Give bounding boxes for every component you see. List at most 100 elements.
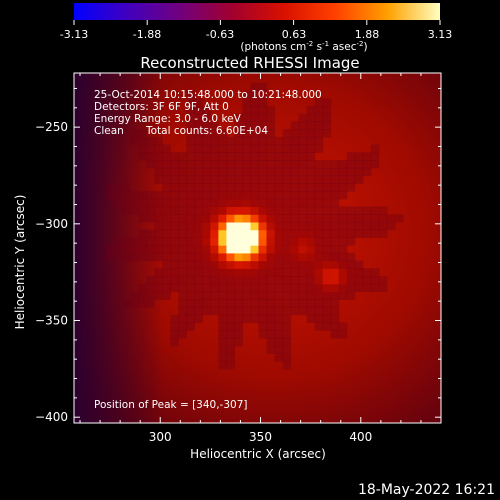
heatmap-cell	[154, 190, 163, 200]
heatmap-cell	[298, 175, 308, 184]
heatmap-cell	[194, 283, 203, 293]
heatmap-cell	[322, 322, 332, 331]
heatmap-cell	[282, 330, 292, 339]
heatmap-cell	[306, 113, 316, 122]
heatmap-cell	[194, 160, 203, 169]
heatmap-cell	[154, 160, 163, 169]
heatmap-cell	[338, 237, 348, 246]
heatmap-cell	[122, 190, 131, 200]
heatmap-cell	[370, 152, 380, 161]
heatmap-cell	[298, 252, 308, 262]
y-tick-label: −250	[35, 120, 68, 134]
heatmap-cell	[274, 260, 284, 269]
heatmap-cell	[330, 252, 340, 262]
heatmap-cell	[250, 306, 260, 316]
peak-position-text: Position of Peak = [340,-307]	[94, 399, 248, 411]
heatmap-cell	[354, 167, 364, 177]
heatmap-cell	[274, 198, 284, 208]
heatmap-cell	[250, 160, 260, 169]
heatmap-cell	[194, 98, 203, 107]
heatmap-cell	[274, 314, 284, 324]
heatmap-cell	[362, 283, 372, 293]
heatmap-cell	[258, 245, 268, 254]
heatmap-cell	[226, 260, 236, 269]
heatmap-cell	[330, 268, 340, 277]
heatmap-cell	[346, 152, 356, 161]
heatmap-cell	[210, 160, 219, 169]
heatmap-cell	[146, 291, 155, 300]
heatmap-cell	[250, 206, 260, 215]
heatmap-cell	[186, 206, 195, 215]
heatmap-cell	[146, 144, 155, 153]
heatmap-cell	[202, 206, 211, 215]
heatmap-cell	[250, 229, 260, 238]
heatmap-cell	[354, 160, 364, 169]
heatmap-cell	[306, 144, 316, 153]
heatmap-cell	[258, 144, 268, 153]
heatmap-cell	[258, 252, 268, 262]
heatmap-cell	[146, 214, 155, 223]
heatmap-cell	[138, 136, 147, 146]
heatmap-cell	[234, 291, 244, 300]
heatmap-cell	[178, 175, 187, 184]
heatmap-cell	[226, 160, 236, 169]
heatmap-cell	[194, 306, 203, 316]
heatmap-cell	[266, 283, 276, 293]
heatmap-cell	[370, 206, 380, 215]
heatmap-cell	[314, 229, 324, 238]
heatmap-cell	[194, 268, 203, 277]
heatmap-cell	[178, 314, 187, 324]
heatmap-cell	[338, 183, 348, 192]
heatmap-cell	[186, 90, 195, 99]
heatmap-cell	[338, 160, 348, 169]
heatmap-cell	[234, 167, 244, 177]
heatmap-cell	[234, 144, 244, 153]
heatmap-cell	[242, 221, 252, 231]
heatmap-cell	[146, 237, 155, 246]
heatmap-cell	[266, 345, 276, 354]
heatmap-cell	[234, 129, 244, 138]
heatmap-cell	[242, 183, 252, 192]
heatmap-cell	[210, 121, 219, 130]
heatmap-cell	[210, 252, 219, 262]
heatmap-cell	[138, 229, 147, 238]
heatmap-cell	[146, 198, 155, 208]
heatmap-cell	[154, 276, 163, 285]
heatmap-cell	[186, 291, 195, 300]
heatmap-cell	[234, 121, 244, 130]
heatmap-cell	[314, 105, 324, 115]
heatmap-cell	[202, 175, 211, 184]
heatmap-cell	[202, 198, 211, 208]
heatmap-cell	[194, 183, 203, 192]
heatmap-cell	[258, 237, 268, 246]
heatmap-cell	[226, 283, 236, 293]
heatmap-cell	[322, 268, 332, 277]
heatmap-cell	[266, 167, 276, 177]
heatmap-cell	[130, 299, 139, 308]
heatmap-cell	[130, 252, 139, 262]
heatmap-cell	[242, 306, 252, 316]
heatmap-cell	[210, 268, 219, 277]
heatmap-cell	[306, 299, 316, 308]
heatmap-cell	[218, 283, 228, 293]
heatmap-cell	[282, 136, 292, 146]
heatmap-cell	[146, 252, 155, 262]
heatmap-cell	[378, 206, 388, 215]
heatmap-cell	[298, 144, 308, 153]
heatmap-cell	[354, 206, 364, 215]
heatmap-cell	[322, 306, 332, 316]
heatmap-cell	[258, 330, 268, 339]
heatmap-cell	[226, 314, 236, 324]
heatmap-cell	[346, 229, 356, 238]
heatmap-cell	[338, 167, 348, 177]
heatmap-cell	[258, 190, 268, 200]
heatmap-cell	[282, 160, 292, 169]
heatmap-cell	[378, 214, 388, 223]
heatmap-cell	[210, 183, 219, 192]
heatmap-cell	[154, 252, 163, 262]
heatmap-cell	[282, 306, 292, 316]
heatmap-cell	[210, 221, 219, 231]
heatmap-cell	[298, 129, 308, 138]
heatmap-cell	[194, 129, 203, 138]
heatmap-cell	[234, 268, 244, 277]
